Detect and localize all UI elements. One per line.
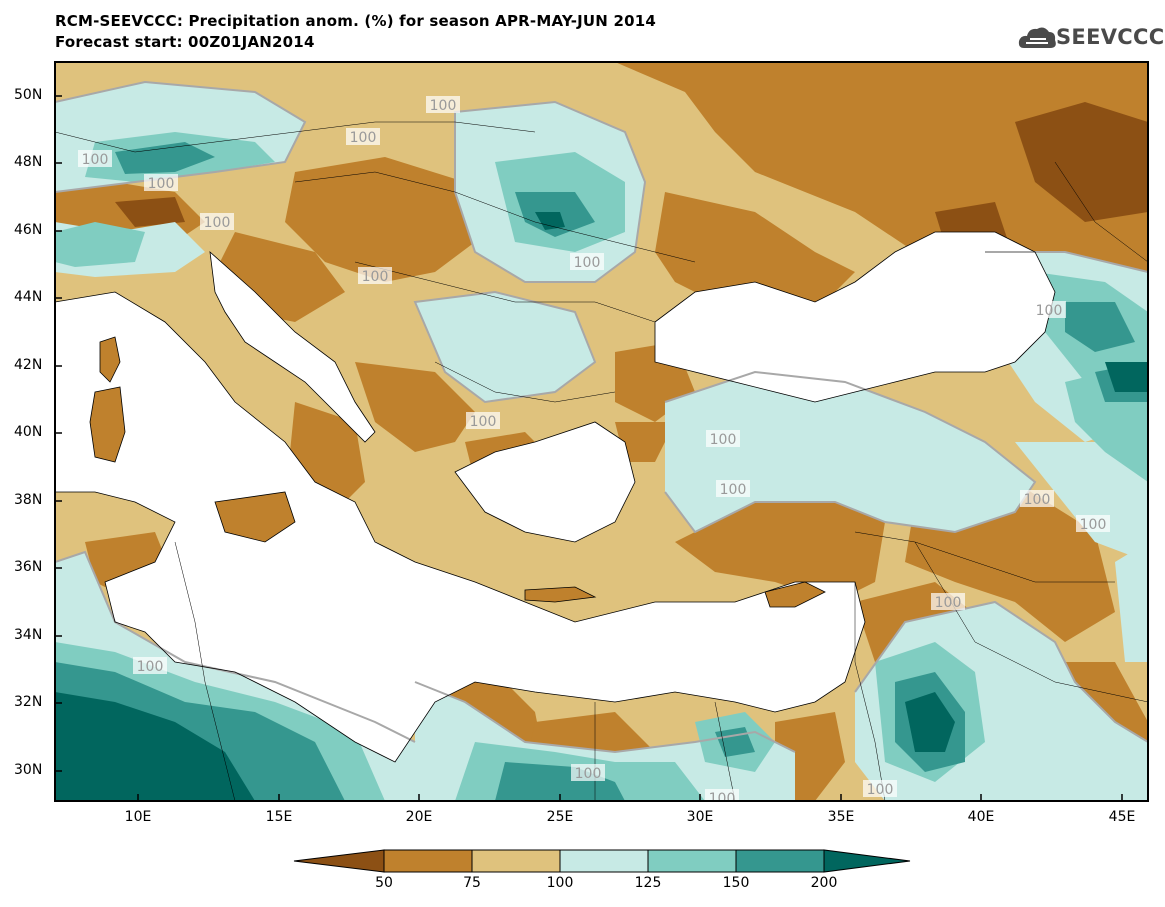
lat-label: 50N: [14, 87, 43, 103]
colorbar-label: 150: [722, 875, 750, 891]
colorbar-label: 100: [546, 875, 574, 891]
lat-label: 44N: [14, 289, 43, 305]
lat-label: 34N: [14, 627, 43, 643]
lat-label: 46N: [14, 222, 43, 238]
map-border: [54, 61, 1149, 802]
cloud-icon: [1018, 27, 1056, 48]
lon-label: 10E: [124, 809, 152, 825]
contour-label: 100: [575, 766, 602, 782]
colorbar-segment-below-50: [293, 849, 385, 873]
colorbar: [293, 849, 911, 873]
colorbar-label: 75: [463, 875, 481, 891]
contour-label: 100: [867, 782, 894, 798]
lon-label: 35E: [827, 809, 855, 825]
map-title: RCM-SEEVCCC: Precipitation anom. (%) for…: [55, 12, 657, 30]
colorbar-segment-75-100: [471, 849, 561, 873]
colorbar-label: 50: [375, 875, 393, 891]
forecast-start-subtitle: Forecast start: 00Z01JAN2014: [55, 33, 315, 51]
crete-island: [524, 586, 597, 603]
axis-ticks: [55, 95, 1123, 801]
cyprus-island: [764, 581, 826, 608]
anomaly-above-200-regions: [55, 212, 1148, 801]
contour-label: 100: [350, 130, 377, 146]
corsica-island: [99, 336, 121, 383]
lat-label: 42N: [14, 357, 43, 373]
contour-label: 100: [204, 215, 231, 231]
sardinia-island: [89, 386, 126, 463]
lat-label: 32N: [14, 694, 43, 710]
mediterranean-sea: [55, 292, 865, 762]
contour-label: 100: [935, 595, 962, 611]
map-canvas: 100 100 100 100 100 100 100 100 100 100 …: [55, 62, 1148, 801]
seevccc-logo: [1018, 27, 1056, 48]
colorbar-segment-100-125: [559, 849, 649, 873]
sea-mask: [55, 232, 1055, 762]
contour-label: 100: [710, 432, 737, 448]
lat-label: 36N: [14, 559, 43, 575]
logo-text: SEEVCCC: [1056, 25, 1165, 49]
contour-label: 100: [470, 414, 497, 430]
contour-label: 100: [1024, 492, 1051, 508]
contour-label: 100: [720, 482, 747, 498]
lon-label: 30E: [686, 809, 714, 825]
contour-label: 100: [82, 152, 109, 168]
lon-label: 15E: [265, 809, 293, 825]
contour-label: 100: [430, 98, 457, 114]
lat-label: 38N: [14, 492, 43, 508]
black-sea: [655, 232, 1055, 402]
islands: [89, 336, 826, 608]
contour-label: 100: [1080, 517, 1107, 533]
sicily-island: [214, 491, 296, 543]
lon-label: 20E: [405, 809, 433, 825]
colorbar-label: 200: [810, 875, 838, 891]
lon-label: 40E: [967, 809, 995, 825]
lon-label: 25E: [546, 809, 574, 825]
lat-label: 30N: [14, 762, 43, 778]
precipitation-anomaly-map: 100 100 100 100 100 100 100 100 100 100 …: [55, 62, 1148, 801]
colorbar-segment-150-200: [735, 849, 825, 873]
contour-labels: 100 100 100 100 100 100 100 100 100 100 …: [78, 96, 1110, 801]
contour-label: 100: [148, 176, 175, 192]
lat-label: 48N: [14, 154, 43, 170]
contour-label: 100: [137, 659, 164, 675]
aegean-sea: [455, 422, 635, 542]
contour-label: 100: [574, 255, 601, 271]
contour-label: 100: [1036, 303, 1063, 319]
contour-label: 100: [709, 791, 736, 801]
colorbar-segment-125-150: [647, 849, 737, 873]
colorbar-segment-50-75: [383, 849, 473, 873]
lat-label: 40N: [14, 424, 43, 440]
coastlines-and-borders: [55, 121, 1148, 801]
colorbar-segment-above-200: [823, 849, 911, 873]
lon-label: 45E: [1108, 809, 1136, 825]
adriatic-sea: [210, 252, 375, 442]
contour-label: 100: [362, 269, 389, 285]
colorbar-label: 125: [634, 875, 662, 891]
